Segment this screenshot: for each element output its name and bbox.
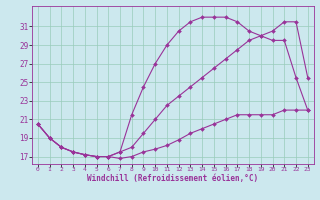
X-axis label: Windchill (Refroidissement éolien,°C): Windchill (Refroidissement éolien,°C): [87, 174, 258, 183]
